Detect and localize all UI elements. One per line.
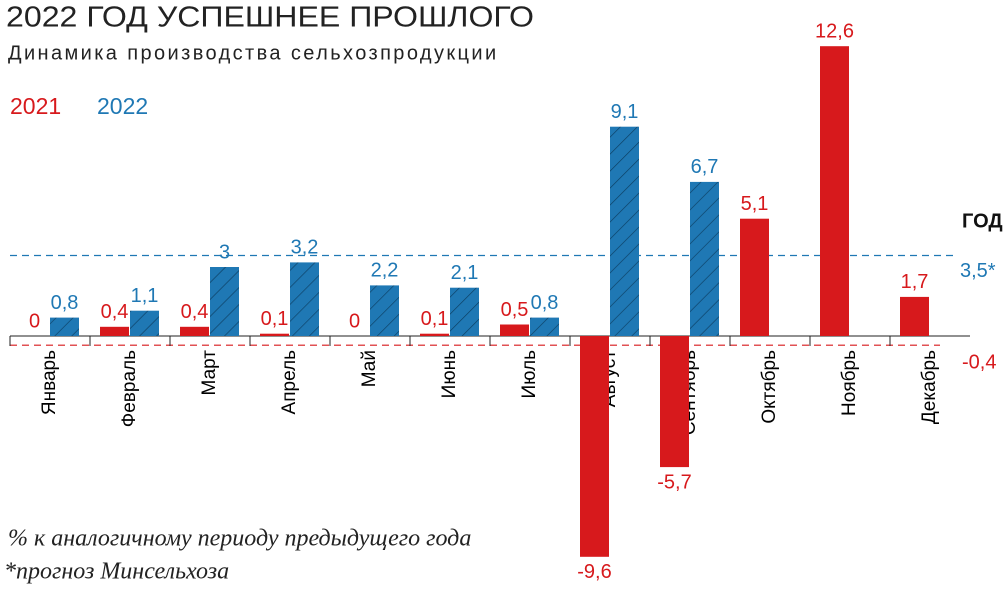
bar (500, 324, 529, 336)
bar (690, 181, 719, 336)
data-label: 0,4 (181, 301, 209, 323)
bar (610, 126, 639, 336)
bar (180, 326, 209, 336)
data-label: 0,1 (261, 308, 289, 330)
data-label: 0,8 (531, 292, 559, 314)
data-label: 0 (349, 310, 360, 332)
x-tick-label: Апрель (279, 350, 300, 415)
x-tick-label: Февраль (119, 350, 140, 427)
bar (820, 46, 849, 336)
annotation: ГОД (962, 210, 1003, 232)
x-tick-label: Декабрь (919, 350, 940, 424)
legend-label: 2021 (10, 93, 61, 119)
data-label: 9,1 (611, 101, 639, 123)
data-label: 1,7 (901, 271, 929, 293)
bar (580, 336, 609, 557)
bar (660, 336, 689, 468)
x-tick-label: Май (359, 350, 380, 387)
data-label: 5,1 (741, 193, 769, 215)
data-label: 1,1 (131, 285, 159, 307)
bar (290, 262, 319, 336)
bar (740, 218, 769, 336)
data-label: 3,2 (291, 237, 319, 259)
bar (450, 287, 479, 336)
bar (260, 333, 289, 336)
note: *прогноз Минсельхоза (4, 559, 229, 585)
x-tick-label: Июль (519, 350, 540, 399)
bar (210, 267, 239, 336)
bar (50, 317, 79, 336)
x-tick-label: Июнь (439, 350, 460, 398)
data-label: 0,4 (101, 301, 129, 323)
data-label: 0,5 (501, 299, 529, 321)
legend-label: 2022 (97, 93, 148, 119)
chart-title: 2022 ГОД УСПЕШНЕЕ ПРОШЛОГО (6, 2, 534, 34)
data-label: 2,1 (451, 262, 479, 284)
bar (370, 285, 399, 336)
data-label: 6,7 (691, 156, 719, 178)
x-tick-label: Март (199, 350, 220, 396)
bar (130, 310, 159, 336)
bar (100, 326, 129, 336)
data-label: 2,2 (371, 260, 399, 282)
data-label: -9,6 (577, 561, 611, 583)
data-label: 0 (29, 310, 40, 332)
x-tick-label: Октябрь (759, 350, 780, 424)
data-label: 3 (219, 241, 230, 263)
data-label: -5,7 (657, 471, 691, 493)
chart-subtitle: Динамика производства сельхозпродукции (8, 42, 499, 64)
reference-label: -0,4 (962, 351, 996, 373)
bar (420, 333, 449, 336)
note: % к аналогичному периоду предыдущего год… (8, 526, 471, 552)
data-label: 0,1 (421, 308, 449, 330)
data-label: 12,6 (815, 20, 854, 42)
x-tick-label: Январь (39, 350, 60, 415)
x-tick-label: Ноябрь (839, 350, 860, 416)
bar (900, 296, 929, 336)
data-label: 0,8 (51, 292, 79, 314)
reference-label: 3,5* (960, 260, 996, 282)
bar (530, 317, 559, 336)
